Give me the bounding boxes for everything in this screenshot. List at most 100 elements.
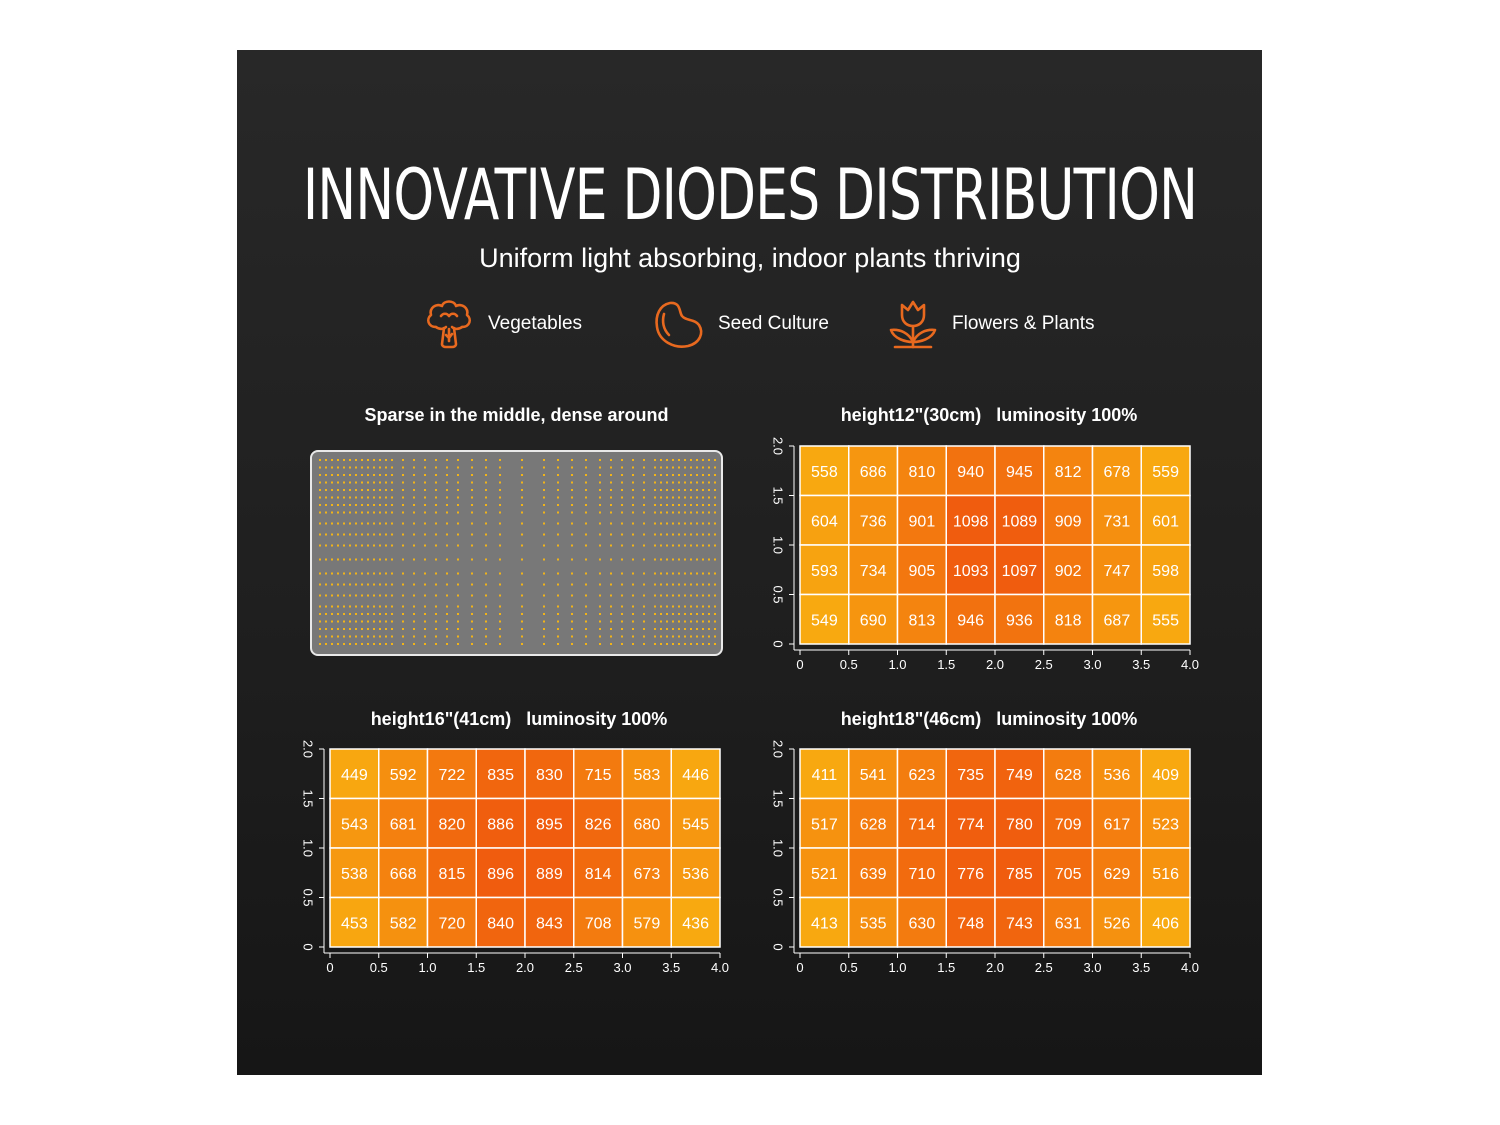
diode (343, 628, 345, 630)
diode (702, 572, 704, 575)
diode (678, 613, 680, 615)
diode (471, 613, 473, 615)
cell-value-label: 909 (1055, 513, 1082, 530)
diode (571, 459, 573, 461)
diode (696, 643, 698, 645)
diode (672, 504, 674, 506)
diode (690, 533, 692, 536)
diode (708, 504, 710, 506)
y-tick-label: 1.0 (771, 536, 786, 554)
diode (654, 643, 656, 645)
diode (457, 466, 459, 469)
diode (391, 544, 393, 547)
diode (385, 533, 387, 536)
diode (499, 533, 501, 536)
diode (485, 466, 487, 469)
diode (632, 583, 634, 586)
diode (666, 504, 668, 506)
diode (632, 474, 634, 476)
diode (355, 628, 357, 630)
diode (373, 643, 375, 645)
diode (391, 572, 393, 575)
x-tick-label: 1.0 (418, 960, 436, 975)
diode (435, 496, 437, 499)
diode (331, 583, 333, 586)
diode (666, 613, 668, 615)
diode (471, 466, 473, 469)
diode (349, 558, 351, 561)
diode (521, 594, 523, 597)
diode (457, 572, 459, 575)
diode-layout-title: Sparse in the middle, dense around (364, 405, 669, 425)
diode (367, 466, 369, 469)
diode (485, 628, 487, 630)
cell-value-label: 678 (1104, 464, 1131, 481)
diode (373, 459, 375, 461)
diode (521, 544, 523, 547)
diode (654, 489, 656, 491)
cell-value-label: 886 (487, 816, 514, 833)
diode (621, 635, 623, 638)
diode (446, 504, 448, 506)
x-tick-label: 0.5 (840, 657, 858, 672)
diode (714, 466, 716, 469)
diode (521, 459, 523, 461)
heatmap-cell (1140, 593, 1191, 645)
diode (343, 511, 345, 514)
diode (319, 496, 321, 499)
diode (485, 511, 487, 514)
diode (457, 583, 459, 586)
diode (684, 459, 686, 461)
diode (643, 635, 645, 638)
diode (684, 643, 686, 645)
diode (499, 489, 501, 491)
diode (557, 481, 559, 484)
diode (319, 643, 321, 645)
diode (521, 643, 523, 645)
diode (385, 481, 387, 484)
diode (654, 481, 656, 484)
diode (610, 474, 612, 476)
diode (337, 489, 339, 491)
diode (319, 572, 321, 575)
cell-value-label: 749 (1006, 767, 1033, 784)
diode (557, 466, 559, 469)
diode (361, 605, 363, 608)
diode (355, 474, 357, 476)
diode (385, 594, 387, 597)
diode (610, 544, 612, 547)
diode (349, 544, 351, 547)
diode (654, 522, 656, 525)
diode (690, 628, 692, 630)
x-tick-label: 2.0 (986, 657, 1004, 672)
diode (714, 533, 716, 536)
diode (660, 489, 662, 491)
diode (325, 572, 327, 575)
diode (367, 489, 369, 491)
diode (337, 511, 339, 514)
diode (632, 628, 634, 630)
diode (413, 504, 415, 506)
diode (557, 489, 559, 491)
cell-value-label: 830 (536, 767, 563, 784)
diode (610, 620, 612, 623)
diode (571, 504, 573, 506)
diode (355, 533, 357, 536)
diode (446, 459, 448, 461)
diode (654, 558, 656, 561)
diode (557, 544, 559, 547)
cell-value-label: 449 (341, 767, 368, 784)
y-tick-label: 1.5 (771, 789, 786, 807)
diode (337, 572, 339, 575)
diode (543, 496, 545, 499)
heatmap-cell (524, 748, 575, 800)
diode (610, 583, 612, 586)
heatmap-cell (994, 494, 1045, 546)
diode (446, 613, 448, 615)
diode (343, 474, 345, 476)
x-tick-label: 3.5 (1132, 960, 1150, 975)
cell-value-label: 681 (390, 816, 417, 833)
diode (672, 572, 674, 575)
diode (621, 504, 623, 506)
page-subtitle: Uniform light absorbing, indoor plants t… (479, 243, 1021, 273)
